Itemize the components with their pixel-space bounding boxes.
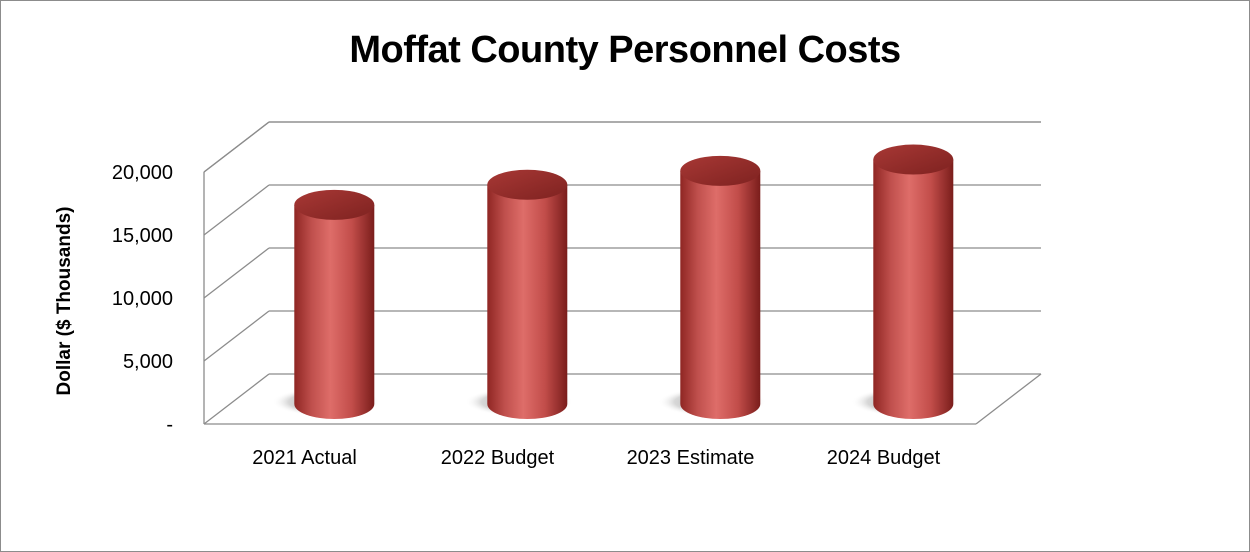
bar	[272, 189, 381, 419]
gridline-side	[203, 121, 270, 173]
gridline-side	[203, 373, 270, 425]
bar-body	[294, 204, 375, 419]
x-category-label: 2021 Actual	[252, 447, 357, 469]
y-tick-label: 15,000	[112, 225, 173, 247]
x-category-label: 2022 Budget	[441, 447, 555, 469]
bar-top	[487, 169, 568, 200]
bar	[465, 169, 574, 420]
y-tick-label: 20,000	[112, 162, 173, 184]
bar	[658, 155, 767, 420]
floor-right-edge	[975, 373, 1042, 425]
x-category-label: 2024 Budget	[827, 447, 941, 469]
x-axis-categories: 2021 Actual 2022 Budget 2023 Estimate 2024 …	[252, 447, 940, 469]
bar-body	[873, 159, 954, 420]
chart-title: Moffat County Personnel Costs	[349, 29, 901, 71]
bar-top	[680, 155, 761, 186]
y-tick-label: 10,000	[112, 288, 173, 310]
bar	[851, 144, 960, 420]
gridline-side	[203, 184, 270, 236]
y-tick-label: 5,000	[123, 351, 173, 373]
bar-top	[873, 144, 954, 175]
bar-body	[680, 170, 761, 420]
gridline-side	[203, 247, 270, 299]
y-axis-ticks: - 5,000 10,000 15,000 20,000	[112, 162, 173, 436]
bars	[272, 144, 960, 420]
gridline-side	[203, 310, 270, 362]
y-tick-label: -	[166, 414, 173, 436]
bar-body	[487, 184, 568, 420]
x-category-label: 2023 Estimate	[627, 447, 755, 469]
bar-top	[294, 189, 375, 220]
